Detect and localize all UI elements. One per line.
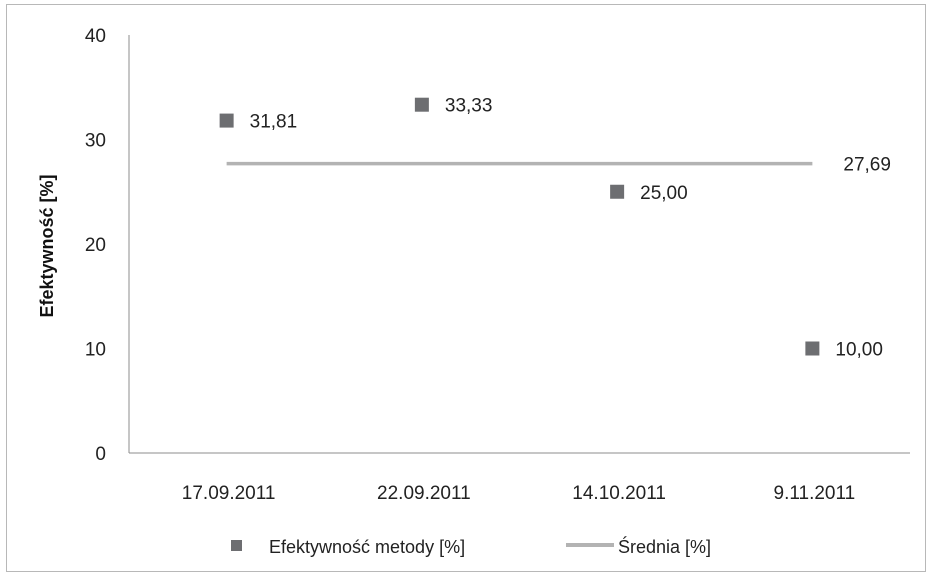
legend-label-srednia: Średnia [%] xyxy=(618,536,711,557)
data-point xyxy=(219,113,234,128)
x-tick-label: 17.09.2011 xyxy=(182,483,276,504)
data-point-label: 25,00 xyxy=(640,183,688,204)
legend-label-efektywnosc: Efektywność metody [%] xyxy=(269,537,465,557)
axes xyxy=(128,35,910,454)
data-point xyxy=(805,341,820,356)
y-tick-label: 0 xyxy=(95,444,106,465)
data-point xyxy=(610,184,625,199)
y-axis-title: Efektywność [%] xyxy=(37,174,57,317)
data-point-label: 31,81 xyxy=(250,112,298,133)
x-tick-label: 22.09.2011 xyxy=(377,483,471,504)
x-tick-label: 9.11.2011 xyxy=(774,483,856,504)
y-tick-label: 30 xyxy=(85,131,106,152)
average-line-group: 27,69 xyxy=(226,155,891,176)
data-point-label: 10,00 xyxy=(835,340,883,361)
average-line-label: 27,69 xyxy=(843,155,891,176)
data-point xyxy=(414,97,429,112)
y-tick-label: 20 xyxy=(85,235,106,256)
legend: Efektywność metody [%] Średnia [%] xyxy=(231,536,711,557)
chart-frame: 0 10 20 30 40 17.09.2011 22.09.2011 14.10.2011… xyxy=(6,4,926,572)
data-point-label: 33,33 xyxy=(445,96,493,117)
x-tick-labels: 17.09.2011 22.09.2011 14.10.2011 9.11.2011 xyxy=(182,483,855,504)
legend-marker-efektywnosc xyxy=(231,540,242,551)
data-points: 31,81 33,33 25,00 10,00 xyxy=(219,96,883,361)
y-tick-labels: 0 10 20 30 40 xyxy=(85,26,106,465)
x-tick-label: 14.10.2011 xyxy=(572,483,666,504)
chart-svg: 0 10 20 30 40 17.09.2011 22.09.2011 14.10.2011… xyxy=(37,26,910,557)
y-tick-label: 10 xyxy=(85,340,106,361)
y-tick-label: 40 xyxy=(85,26,106,47)
